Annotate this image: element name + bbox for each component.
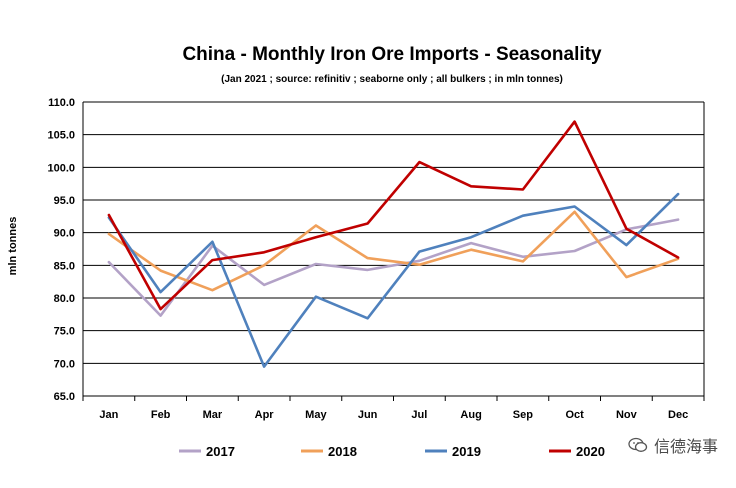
x-tick-label: Apr: [255, 409, 275, 421]
x-tick-label: Jan: [99, 409, 118, 421]
y-tick-label: 85.0: [54, 260, 75, 272]
chart-subtitle: (Jan 2021 ; source: refinitiv ; seaborne…: [221, 74, 563, 85]
wechat-icon: [628, 437, 648, 452]
series-line-2019: [107, 192, 680, 368]
legend-item-2017: 2017: [179, 444, 235, 459]
series-line-2020: [107, 120, 680, 311]
y-tick-label: 65.0: [54, 391, 75, 403]
x-tick-label: Jul: [411, 409, 427, 421]
y-tick-label: 70.0: [54, 358, 75, 370]
legend-item-2019: 2019: [425, 444, 481, 459]
y-tick-label: 100.0: [47, 162, 75, 174]
x-tick-label: Jun: [358, 409, 378, 421]
legend: 2017 2018 2019 2020: [179, 444, 605, 459]
legend-item-2018: 2018: [301, 444, 357, 459]
y-tick-label: 105.0: [47, 130, 75, 142]
x-tick-label: Dec: [668, 409, 688, 421]
y-tick-label: 90.0: [54, 228, 75, 240]
axes: 65.0 70.0 75.0 80.0 85.0 90.0 95.0 100.0 105.0 11…: [47, 97, 705, 421]
legend-item-2020: 2020: [549, 444, 605, 459]
x-tick-label: Oct: [565, 409, 584, 421]
series-line-2018: [107, 210, 680, 292]
legend-label: 2020: [576, 444, 605, 459]
x-tick-label: Nov: [616, 409, 638, 421]
watermark-text: 信德海事: [653, 437, 718, 456]
x-tick-label: Sep: [513, 409, 533, 421]
x-tick-label: May: [305, 409, 327, 421]
y-tick-label: 110.0: [48, 97, 75, 109]
y-tick-label: 75.0: [54, 326, 75, 338]
gridlines: [83, 101, 704, 397]
legend-label: 2018: [328, 444, 357, 459]
x-tick-label: Mar: [203, 409, 223, 421]
legend-label: 2019: [452, 444, 481, 459]
x-tick-label: Aug: [460, 409, 481, 421]
legend-label: 2017: [206, 444, 235, 459]
y-tick-label: 95.0: [54, 195, 75, 207]
x-tick-label: Feb: [151, 409, 171, 421]
chart-title: China - Monthly Iron Ore Imports - Seaso…: [182, 44, 602, 65]
watermark: 信德海事: [628, 433, 718, 457]
y-axis-label: mln tonnes: [7, 217, 19, 276]
y-tick-label: 80.0: [54, 293, 75, 305]
series-line-2017: [107, 218, 680, 317]
series-lines: [107, 120, 680, 368]
